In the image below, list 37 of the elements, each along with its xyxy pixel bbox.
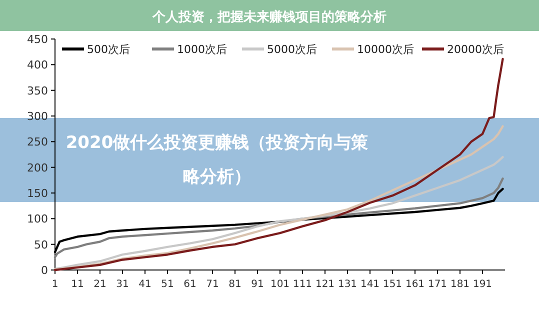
- y-tick-label: 0: [41, 264, 48, 277]
- y-tick-label: 200: [27, 161, 48, 174]
- x-tick-label: 131: [338, 279, 358, 290]
- x-tick-label: 101: [270, 279, 290, 290]
- y-tick-label: 150: [27, 187, 48, 200]
- legend-label: 20000次后: [447, 43, 504, 56]
- legend-label: 1000次后: [177, 43, 227, 56]
- x-tick-label: 91: [251, 279, 264, 290]
- x-tick-label: 11: [71, 279, 84, 290]
- x-tick-label: 51: [161, 279, 174, 290]
- y-tick-label: 350: [27, 84, 48, 98]
- x-tick-label: 141: [360, 279, 380, 290]
- text: 2020做什么投资更赚钱（投资方向与策略分析）: [64, 132, 370, 189]
- chart-title: 个人投资，把握未来赚钱项目的策略分析: [152, 9, 386, 25]
- y-tick-label: 50: [34, 238, 48, 252]
- y-tick-label: 250: [27, 136, 48, 149]
- y-tick-label: 100: [27, 212, 48, 226]
- legend-label: 500次后: [87, 43, 130, 56]
- x-tick-label: 61: [184, 279, 196, 290]
- x-tick-label: 1: [52, 279, 58, 290]
- x-tick-label: 161: [405, 279, 425, 290]
- x-tick-label: 41: [138, 279, 152, 290]
- x-tick-label: 31: [116, 279, 129, 290]
- x-tick-label: 171: [428, 279, 448, 290]
- x-tick-label: 71: [206, 279, 219, 290]
- y-tick-label: 300: [27, 110, 48, 123]
- x-tick-label: 181: [450, 279, 470, 290]
- x-tick-label: 81: [228, 279, 242, 290]
- y-tick-label: 400: [27, 58, 48, 72]
- x-tick-label: 111: [292, 279, 312, 290]
- legend-label: 5000次后: [267, 43, 317, 56]
- x-tick-label: 151: [382, 279, 402, 290]
- y-tick-label: 450: [27, 33, 48, 46]
- x-tick-label: 21: [94, 279, 106, 290]
- legend-label: 10000次后: [357, 43, 414, 56]
- x-tick-label: 191: [472, 279, 492, 290]
- x-tick-label: 121: [315, 279, 335, 290]
